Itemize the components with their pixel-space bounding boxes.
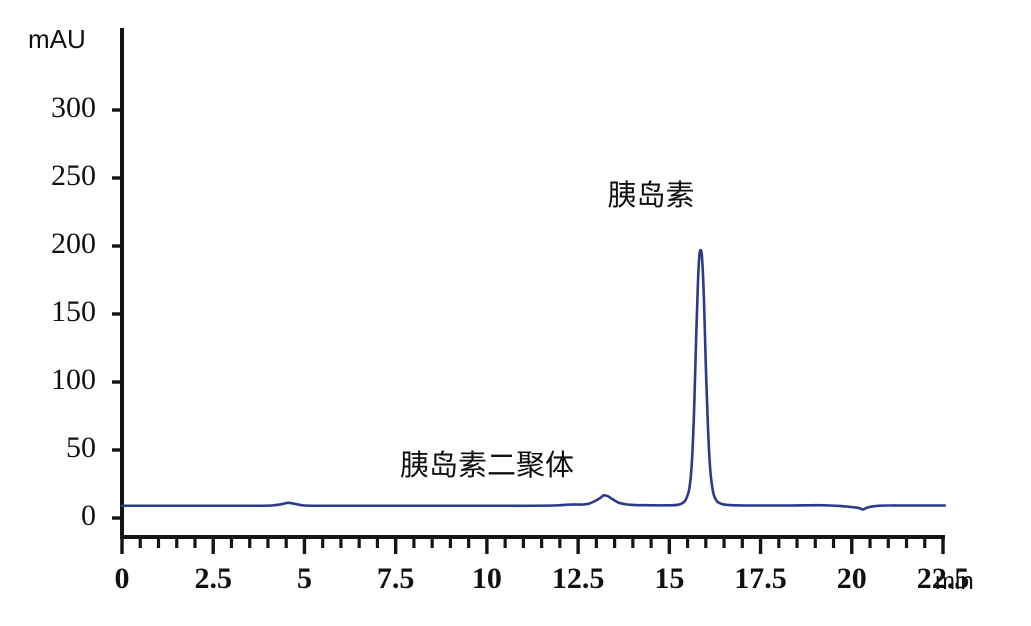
y-tick-label-0: 0: [81, 499, 96, 532]
x-tick-label-7-5: 7.5: [376, 562, 415, 595]
y-tick-label-300: 300: [51, 91, 96, 124]
x-tick-label-17-5: 17.5: [734, 562, 787, 595]
y-tick-label-150: 150: [51, 295, 96, 328]
x-axis-minor-ticks: [138, 537, 927, 548]
y-axis-unit-label: mAU: [28, 24, 86, 54]
x-tick-label-5: 5: [296, 562, 312, 595]
x-axis-major-ticks: [120, 537, 945, 554]
data-series-group: [120, 248, 947, 511]
chart-axes: [120, 28, 945, 539]
peak-label-dimer-peak: 胰岛素二聚体: [399, 448, 574, 482]
x-tick-label-12-5: 12.5: [551, 562, 605, 595]
peak-label-main-peak: 胰岛素: [607, 178, 695, 212]
y-tick-label-50: 50: [66, 431, 96, 464]
x-axis-unit-label: min: [935, 568, 974, 595]
y-tick-label-200: 200: [51, 227, 96, 260]
y-tick-label-100: 100: [51, 363, 96, 396]
trace-line-0: [120, 248, 947, 511]
x-tick-label-15: 15: [654, 562, 685, 595]
y-axis-ticks: [112, 108, 124, 520]
x-tick-label-20: 20: [836, 562, 867, 595]
x-tick-label-22-5: 22.5: [916, 562, 970, 595]
x-tick-label-0: 0: [114, 562, 130, 595]
y-tick-label-250: 250: [51, 159, 96, 192]
x-tick-label-10: 10: [471, 562, 502, 595]
x-tick-label-2-5: 2.5: [194, 562, 232, 595]
